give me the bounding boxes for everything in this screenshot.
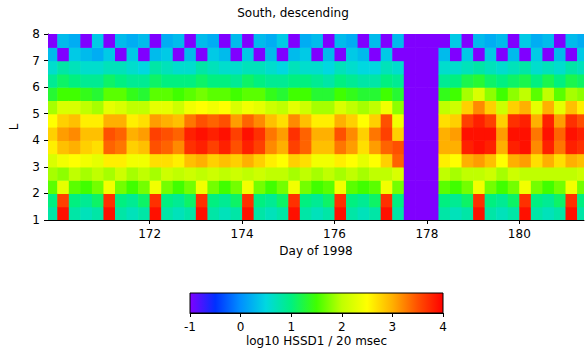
svg-text:1: 1: [32, 213, 40, 227]
svg-text:3: 3: [389, 320, 397, 334]
svg-text:172: 172: [138, 227, 161, 241]
svg-text:8: 8: [32, 27, 40, 41]
svg-text:2: 2: [32, 186, 40, 200]
svg-text:log10 HSSD1 / 20 msec: log10 HSSD1 / 20 msec: [246, 334, 387, 348]
svg-text:5: 5: [32, 107, 40, 121]
svg-text:3: 3: [32, 160, 40, 174]
svg-text:180: 180: [508, 227, 531, 241]
svg-text:1: 1: [287, 320, 295, 334]
svg-text:6: 6: [32, 80, 40, 94]
svg-text:7: 7: [32, 54, 40, 68]
svg-text:L: L: [7, 123, 21, 130]
svg-text:0: 0: [237, 320, 245, 334]
svg-text:South, descending: South, descending: [237, 6, 349, 20]
svg-text:Day of 1998: Day of 1998: [279, 244, 352, 258]
svg-text:178: 178: [415, 227, 438, 241]
svg-text:2: 2: [338, 320, 346, 334]
svg-text:174: 174: [231, 227, 254, 241]
svg-text:4: 4: [32, 133, 40, 147]
svg-text:-1: -1: [184, 320, 196, 334]
svg-text:176: 176: [323, 227, 346, 241]
svg-text:4: 4: [439, 320, 447, 334]
